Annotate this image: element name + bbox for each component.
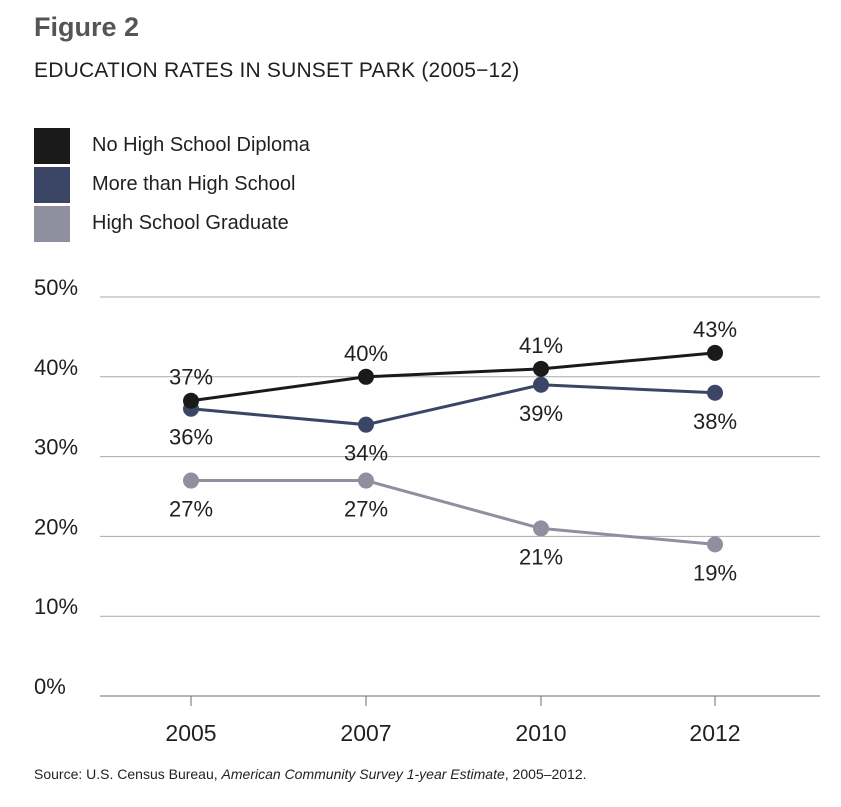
data-point-no-high-school-diploma bbox=[533, 360, 549, 377]
data-label-high-school-graduate: 19% bbox=[693, 560, 737, 585]
data-point-high-school-graduate bbox=[183, 472, 199, 489]
data-label-high-school-graduate: 27% bbox=[344, 497, 388, 522]
series-line-no-high-school-diploma bbox=[190, 351, 716, 403]
x-tick-label: 2007 bbox=[340, 720, 391, 746]
y-tick-label: 50% bbox=[34, 275, 78, 300]
legend-swatch-hs-graduate bbox=[34, 205, 70, 242]
data-label-more-than-high-school: 36% bbox=[169, 425, 213, 450]
data-point-high-school-graduate bbox=[707, 536, 723, 553]
data-point-high-school-graduate bbox=[358, 472, 374, 489]
data-label-high-school-graduate: 27% bbox=[169, 497, 213, 522]
source-prefix: Source: U.S. Census Bureau, bbox=[34, 766, 222, 782]
series-line-more-than-high-school bbox=[190, 383, 716, 427]
data-label-no-high-school-diploma: 43% bbox=[693, 317, 737, 342]
series-line-high-school-graduate bbox=[191, 479, 716, 546]
legend-item-more-than-hs: More than High School bbox=[34, 165, 310, 204]
data-label-no-high-school-diploma: 40% bbox=[344, 341, 388, 366]
source-survey-name: American Community Survey 1-year Estimat… bbox=[221, 766, 505, 782]
data-label-no-high-school-diploma: 41% bbox=[519, 333, 563, 358]
data-label-high-school-graduate: 21% bbox=[519, 544, 563, 569]
y-tick-label: 40% bbox=[34, 355, 78, 380]
data-point-more-than-high-school bbox=[533, 376, 549, 393]
chart-title: EDUCATION RATES IN SUNSET PARK (2005−12) bbox=[34, 59, 520, 82]
x-tick-label: 2010 bbox=[515, 720, 566, 746]
legend-label-no-diploma: No High School Diploma bbox=[92, 134, 310, 156]
y-tick-label: 30% bbox=[34, 435, 78, 460]
x-tick-label: 2005 bbox=[165, 720, 216, 746]
legend-swatch-no-diploma bbox=[34, 127, 70, 164]
legend: No High School Diploma More than High Sc… bbox=[34, 126, 310, 243]
source-suffix: , 2005–2012. bbox=[504, 766, 587, 782]
line-chart: 0% 10% 20% 30% 40% 50% 2005 2007 2010 2012 37% 40% 4… bbox=[34, 275, 820, 746]
legend-item-no-diploma: No High School Diploma bbox=[34, 126, 310, 165]
data-point-more-than-high-school bbox=[707, 384, 723, 401]
data-point-no-high-school-diploma bbox=[707, 344, 723, 361]
data-point-high-school-graduate bbox=[533, 520, 549, 537]
y-tick-label: 10% bbox=[34, 594, 78, 619]
data-label-more-than-high-school: 39% bbox=[519, 401, 563, 426]
data-label-no-high-school-diploma: 37% bbox=[169, 365, 213, 390]
data-label-more-than-high-school: 38% bbox=[693, 409, 737, 434]
data-label-more-than-high-school: 34% bbox=[344, 441, 388, 466]
data-point-no-high-school-diploma bbox=[183, 392, 199, 409]
legend-label-hs-graduate: High School Graduate bbox=[92, 212, 289, 234]
data-point-more-than-high-school bbox=[358, 416, 374, 433]
figure-label: Figure 2 bbox=[34, 12, 140, 42]
source-note: Source: U.S. Census Bureau, American Com… bbox=[34, 766, 587, 782]
data-point-no-high-school-diploma bbox=[358, 368, 374, 385]
legend-label-more-than-hs: More than High School bbox=[92, 173, 296, 195]
legend-swatch-more-than-hs bbox=[34, 166, 70, 203]
legend-item-hs-graduate: High School Graduate bbox=[34, 204, 310, 243]
y-tick-label: 20% bbox=[34, 514, 78, 539]
y-tick-label: 0% bbox=[34, 674, 66, 699]
x-tick-label: 2012 bbox=[689, 720, 740, 746]
